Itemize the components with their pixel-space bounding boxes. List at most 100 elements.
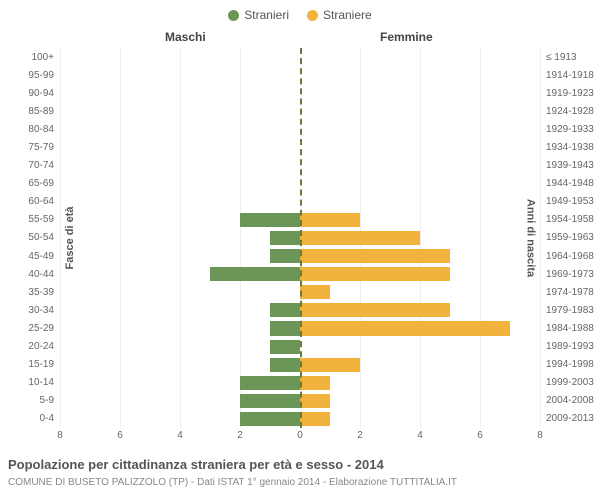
male-half xyxy=(60,157,300,175)
age-label: 5-9 xyxy=(40,395,60,406)
birth-year-label: 2009-2013 xyxy=(540,413,594,424)
male-half xyxy=(60,301,300,319)
x-tick-label: 2 xyxy=(357,430,363,441)
female-half xyxy=(300,319,540,337)
x-tick-label: 8 xyxy=(57,430,63,441)
female-half xyxy=(300,374,540,392)
age-label: 45-49 xyxy=(28,251,60,262)
male-bar xyxy=(240,376,300,390)
female-bar xyxy=(300,213,360,227)
male-half xyxy=(60,211,300,229)
male-half xyxy=(60,356,300,374)
birth-year-label: 1994-1998 xyxy=(540,359,594,370)
male-bar xyxy=(270,340,300,354)
male-bar xyxy=(270,358,300,372)
male-half xyxy=(60,175,300,193)
header-femmine: Femmine xyxy=(380,30,433,44)
age-label: 10-14 xyxy=(28,377,60,388)
female-half xyxy=(300,120,540,138)
female-half xyxy=(300,392,540,410)
legend-label-stranieri: Stranieri xyxy=(244,8,289,22)
age-label: 60-64 xyxy=(28,196,60,207)
age-label: 30-34 xyxy=(28,305,60,316)
female-bar xyxy=(300,285,330,299)
female-half xyxy=(300,48,540,66)
age-label: 50-54 xyxy=(28,232,60,243)
male-half xyxy=(60,193,300,211)
male-bar xyxy=(270,321,300,335)
male-bar xyxy=(240,213,300,227)
birth-year-label: 1999-2003 xyxy=(540,377,594,388)
legend-item-straniere: Straniere xyxy=(307,8,372,22)
birth-year-label: 1979-1983 xyxy=(540,305,594,316)
male-half xyxy=(60,229,300,247)
female-half xyxy=(300,410,540,428)
x-tick-label: 4 xyxy=(177,430,183,441)
birth-year-label: 1954-1958 xyxy=(540,214,594,225)
male-bar xyxy=(240,394,300,408)
age-label: 0-4 xyxy=(40,413,60,424)
female-bar xyxy=(300,376,330,390)
birth-year-label: 1939-1943 xyxy=(540,160,594,171)
chart-container: Stranieri Straniere Maschi Femmine Fasce… xyxy=(0,0,600,500)
male-half xyxy=(60,265,300,283)
birth-year-label: 1989-1993 xyxy=(540,341,594,352)
birth-year-label: 1929-1933 xyxy=(540,124,594,135)
age-label: 40-44 xyxy=(28,269,60,280)
male-bar xyxy=(240,412,300,426)
birth-year-label: 1919-1923 xyxy=(540,88,594,99)
male-half xyxy=(60,66,300,84)
female-bar xyxy=(300,394,330,408)
x-tick-label: 4 xyxy=(417,430,423,441)
x-tick-label: 6 xyxy=(117,430,123,441)
female-half xyxy=(300,247,540,265)
x-tick-label: 2 xyxy=(237,430,243,441)
birth-year-label: ≤ 1913 xyxy=(540,52,577,63)
male-half xyxy=(60,410,300,428)
age-label: 15-19 xyxy=(28,359,60,370)
x-tick-label: 0 xyxy=(297,430,303,441)
female-half xyxy=(300,229,540,247)
female-half xyxy=(300,84,540,102)
female-bar xyxy=(300,231,420,245)
age-label: 80-84 xyxy=(28,124,60,135)
swatch-stranieri xyxy=(228,10,239,21)
swatch-straniere xyxy=(307,10,318,21)
female-half xyxy=(300,175,540,193)
male-bar xyxy=(270,249,300,263)
birth-year-label: 1949-1953 xyxy=(540,196,594,207)
male-half xyxy=(60,338,300,356)
male-half xyxy=(60,247,300,265)
male-half xyxy=(60,48,300,66)
age-label: 20-24 xyxy=(28,341,60,352)
age-label: 85-89 xyxy=(28,106,60,117)
male-half xyxy=(60,392,300,410)
age-label: 25-29 xyxy=(28,323,60,334)
legend: Stranieri Straniere xyxy=(0,0,600,22)
male-bar xyxy=(270,231,300,245)
female-half xyxy=(300,157,540,175)
chart-subtitle: COMUNE DI BUSETO PALIZZOLO (TP) - Dati I… xyxy=(8,477,457,488)
male-half xyxy=(60,138,300,156)
legend-item-stranieri: Stranieri xyxy=(228,8,289,22)
male-half xyxy=(60,283,300,301)
birth-year-label: 1964-1968 xyxy=(540,251,594,262)
female-half xyxy=(300,301,540,319)
female-bar xyxy=(300,267,450,281)
age-label: 65-69 xyxy=(28,178,60,189)
birth-year-label: 1934-1938 xyxy=(540,142,594,153)
female-bar xyxy=(300,412,330,426)
female-half xyxy=(300,138,540,156)
female-half xyxy=(300,265,540,283)
age-label: 95-99 xyxy=(28,70,60,81)
male-half xyxy=(60,102,300,120)
legend-label-straniere: Straniere xyxy=(323,8,372,22)
age-label: 70-74 xyxy=(28,160,60,171)
birth-year-label: 1959-1963 xyxy=(540,232,594,243)
female-half xyxy=(300,338,540,356)
male-half xyxy=(60,84,300,102)
x-tick-label: 6 xyxy=(477,430,483,441)
plot-area: Fasce di età Anni di nascita 100+≤ 19139… xyxy=(60,48,540,428)
birth-year-label: 1969-1973 xyxy=(540,269,594,280)
female-half xyxy=(300,66,540,84)
